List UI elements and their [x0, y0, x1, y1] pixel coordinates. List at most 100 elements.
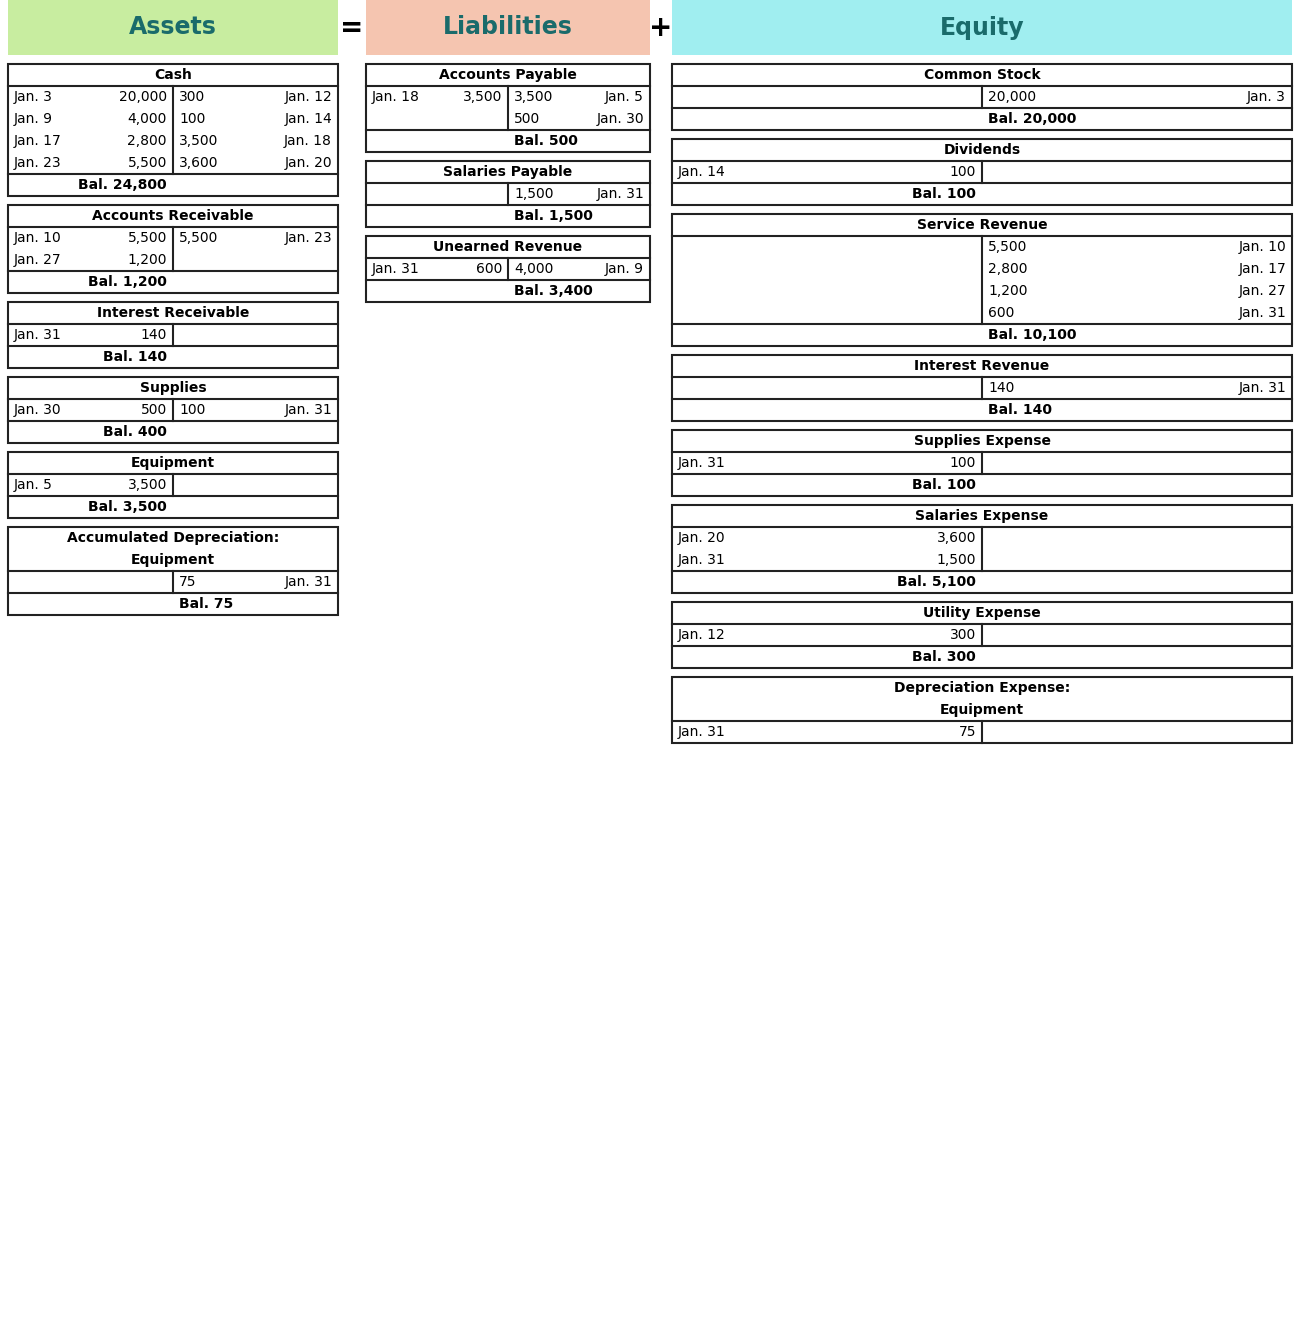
Text: Jan. 5: Jan. 5	[605, 90, 644, 103]
Text: Cash: Cash	[154, 68, 193, 82]
Text: Bal. 10,100: Bal. 10,100	[987, 327, 1076, 342]
Text: Jan. 9: Jan. 9	[605, 262, 644, 276]
Text: =: =	[341, 13, 364, 42]
Text: Jan. 10: Jan. 10	[14, 231, 61, 246]
Text: Bal. 1,200: Bal. 1,200	[88, 275, 167, 289]
Text: Jan. 14: Jan. 14	[284, 111, 332, 126]
Text: 3,500: 3,500	[180, 134, 219, 148]
Text: Jan. 17: Jan. 17	[14, 134, 61, 148]
Bar	[366, 64, 650, 152]
Bar	[673, 505, 1292, 593]
Bar	[8, 452, 338, 518]
Text: Utility Expense: Utility Expense	[924, 607, 1041, 620]
Text: Bal. 100: Bal. 100	[912, 187, 976, 201]
Text: 1,200: 1,200	[987, 285, 1028, 298]
Bar	[673, 676, 1292, 743]
Text: 20,000: 20,000	[118, 90, 167, 103]
Text: Jan. 23: Jan. 23	[14, 156, 61, 170]
Text: 600: 600	[987, 306, 1015, 319]
Bar	[673, 140, 1292, 205]
Text: Jan. 18: Jan. 18	[372, 90, 420, 103]
Text: Bal. 300: Bal. 300	[912, 650, 976, 664]
Text: Jan. 31: Jan. 31	[1239, 306, 1285, 319]
Text: Jan. 5: Jan. 5	[14, 478, 53, 493]
Text: Jan. 31: Jan. 31	[596, 187, 644, 201]
Text: 140: 140	[987, 381, 1015, 395]
Text: 1,500: 1,500	[514, 187, 553, 201]
Bar	[673, 0, 1292, 55]
Text: Common Stock: Common Stock	[924, 68, 1041, 82]
Text: Jan. 9: Jan. 9	[14, 111, 53, 126]
Text: Jan. 31: Jan. 31	[678, 553, 726, 568]
Text: 140: 140	[141, 327, 167, 342]
Text: 300: 300	[180, 90, 206, 103]
Text: Bal. 3,500: Bal. 3,500	[88, 501, 167, 514]
Text: Jan. 31: Jan. 31	[372, 262, 420, 276]
Text: 5,500: 5,500	[987, 240, 1028, 254]
Text: Equipment: Equipment	[939, 703, 1024, 717]
Text: Depreciation Expense:: Depreciation Expense:	[894, 680, 1071, 695]
Text: Jan. 20: Jan. 20	[678, 531, 726, 545]
Text: 75: 75	[180, 574, 196, 589]
Text: Jan. 30: Jan. 30	[14, 403, 61, 417]
Bar	[366, 236, 650, 302]
Text: Jan. 31: Jan. 31	[284, 574, 332, 589]
Text: Interest Revenue: Interest Revenue	[915, 360, 1050, 373]
Bar	[673, 429, 1292, 497]
Text: Bal. 20,000: Bal. 20,000	[987, 111, 1076, 126]
Bar	[8, 0, 338, 55]
Text: Equity: Equity	[939, 16, 1024, 39]
Text: Accounts Payable: Accounts Payable	[438, 68, 576, 82]
Text: Bal. 500: Bal. 500	[514, 134, 578, 148]
Text: 500: 500	[514, 111, 540, 126]
Bar	[8, 527, 338, 615]
Text: Jan. 3: Jan. 3	[14, 90, 53, 103]
Text: 100: 100	[950, 456, 976, 470]
Text: 2,800: 2,800	[987, 262, 1028, 276]
Text: 4,000: 4,000	[514, 262, 553, 276]
Text: Salaries Payable: Salaries Payable	[444, 165, 572, 178]
Text: 100: 100	[180, 111, 206, 126]
Text: 600: 600	[476, 262, 502, 276]
Text: Jan. 18: Jan. 18	[284, 134, 332, 148]
Text: Bal. 140: Bal. 140	[987, 403, 1053, 417]
Text: 3,500: 3,500	[463, 90, 502, 103]
Text: Supplies Expense: Supplies Expense	[913, 433, 1050, 448]
Text: Jan. 14: Jan. 14	[678, 165, 726, 178]
Text: Bal. 3,400: Bal. 3,400	[514, 285, 593, 298]
Text: Bal. 1,500: Bal. 1,500	[514, 209, 593, 223]
Bar	[8, 64, 338, 196]
Text: 300: 300	[950, 628, 976, 641]
Text: Equipment: Equipment	[131, 553, 215, 568]
Bar	[8, 377, 338, 443]
Text: 3,500: 3,500	[127, 478, 167, 493]
Text: Jan. 23: Jan. 23	[285, 231, 332, 246]
Bar	[673, 356, 1292, 421]
Text: 4,000: 4,000	[127, 111, 167, 126]
Bar	[8, 205, 338, 293]
Text: Interest Receivable: Interest Receivable	[96, 306, 250, 319]
Text: Jan. 27: Jan. 27	[14, 254, 61, 267]
Text: Jan. 20: Jan. 20	[285, 156, 332, 170]
Text: Jan. 31: Jan. 31	[678, 725, 726, 739]
Text: 3,500: 3,500	[514, 90, 553, 103]
Text: 5,500: 5,500	[127, 231, 167, 246]
Text: Jan. 27: Jan. 27	[1239, 285, 1285, 298]
Text: 100: 100	[180, 403, 206, 417]
Text: Salaries Expense: Salaries Expense	[916, 509, 1049, 523]
Bar	[673, 213, 1292, 346]
Text: Accounts Receivable: Accounts Receivable	[92, 209, 254, 223]
Text: Jan. 31: Jan. 31	[1239, 381, 1285, 395]
Text: Bal. 100: Bal. 100	[912, 478, 976, 493]
Text: Accumulated Depreciation:: Accumulated Depreciation:	[66, 531, 280, 545]
Text: 1,200: 1,200	[127, 254, 167, 267]
Text: Jan. 30: Jan. 30	[596, 111, 644, 126]
Text: 75: 75	[959, 725, 976, 739]
Text: Jan. 12: Jan. 12	[284, 90, 332, 103]
Bar	[673, 64, 1292, 130]
Text: 5,500: 5,500	[127, 156, 167, 170]
Text: 2,800: 2,800	[127, 134, 167, 148]
Text: Jan. 17: Jan. 17	[1239, 262, 1285, 276]
Bar	[366, 0, 650, 55]
Text: Bal. 24,800: Bal. 24,800	[78, 178, 167, 192]
